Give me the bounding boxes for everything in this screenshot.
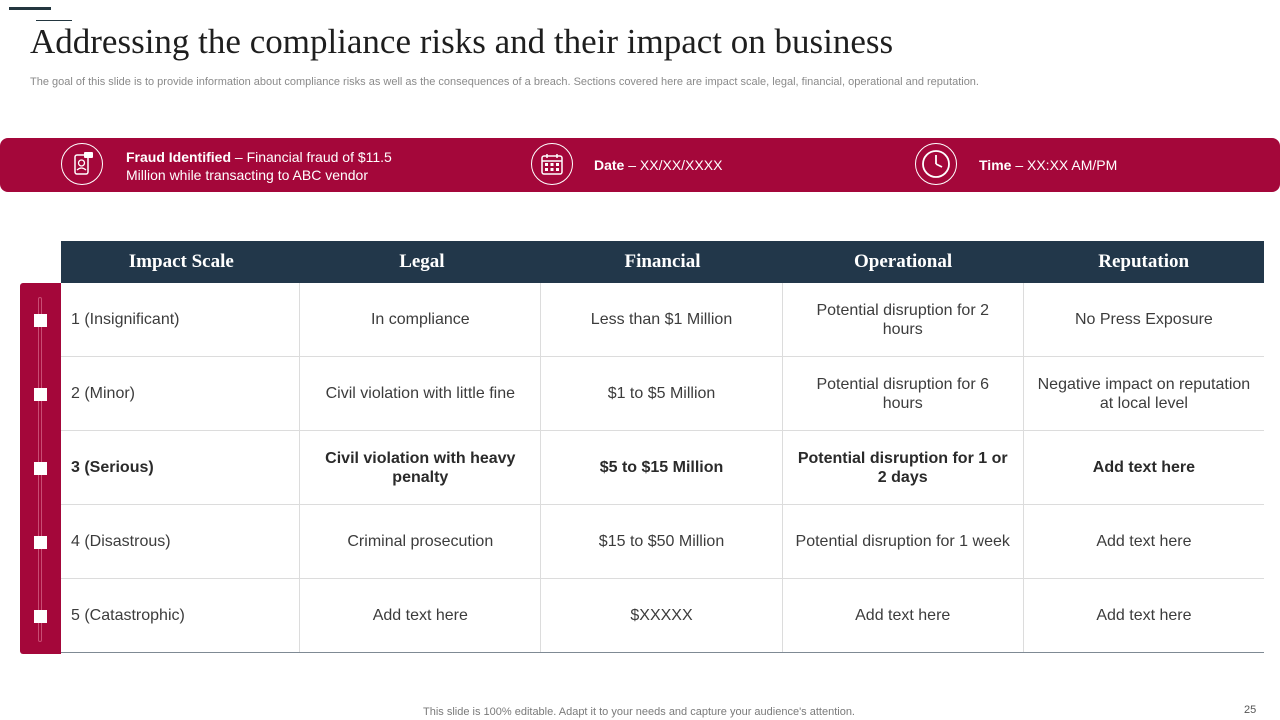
reputation-cell: Add text here	[1092, 459, 1196, 476]
accent-line	[9, 7, 51, 10]
fraud-description: – Financial fraud of $11.5	[231, 149, 392, 165]
financial-cell: $15 to $50 Million	[541, 505, 783, 578]
reputation-cell: Add text here	[1096, 607, 1192, 624]
header-financial: Financial	[624, 251, 701, 272]
table-row: 2 (Minor) Civil violation with little fi…	[61, 357, 1264, 431]
financial-cell: $5 to $15 Million	[541, 431, 783, 504]
reputation-cell: Add text here	[1096, 533, 1192, 550]
scale-marker	[34, 536, 47, 549]
page-subtitle: The goal of this slide is to provide inf…	[30, 76, 979, 88]
date-label: Date	[594, 157, 625, 173]
scale-marker	[34, 388, 47, 401]
impact-scale-cell: 3 (Serious)	[61, 431, 301, 504]
time-value: – XX:XX AM/PM	[1011, 157, 1118, 173]
scale-marker	[34, 462, 47, 475]
reputation-cell: Negative impact on reputation at local l…	[1037, 375, 1251, 412]
financial-cell: $XXXXX	[541, 579, 783, 652]
operational-cell: Potential disruption for 1 week	[783, 505, 1024, 578]
table-row: 1 (Insignificant) In compliance Less tha…	[61, 283, 1264, 357]
footer-note: This slide is 100% editable. Adapt it to…	[423, 706, 855, 718]
reputation-cell: No Press Exposure	[1074, 311, 1213, 328]
time-info-text: Time – XX:XX AM/PM	[979, 156, 1117, 174]
operational-cell: Potential disruption for 1 or 2 days	[783, 431, 1024, 504]
fraud-label: Fraud Identified	[126, 149, 231, 165]
operational-cell: Potential disruption for 2 hours	[783, 283, 1024, 356]
calendar-icon	[531, 143, 573, 185]
clock-icon	[915, 143, 957, 185]
header-impact-scale: Impact Scale	[128, 251, 234, 272]
legal-cell: Civil violation with heavy penalty	[300, 431, 542, 504]
operational-cell: Add text here	[783, 579, 1024, 652]
page-number: 25	[1244, 704, 1257, 716]
date-info-text: Date – XX/XX/XXXX	[594, 156, 722, 174]
legal-cell: Add text here	[300, 579, 542, 652]
incident-info-bar: Fraud Identified – Financial fraud of $1…	[0, 138, 1280, 192]
fraud-info-text: Fraud Identified – Financial fraud of $1…	[126, 148, 392, 184]
fraud-phone-icon	[61, 143, 103, 185]
fraud-description-2: Million while transacting to ABC vendor	[126, 167, 369, 183]
operational-cell: Potential disruption for 6 hours	[783, 357, 1024, 430]
impact-scale-cell: 5 (Catastrophic)	[61, 579, 301, 652]
impact-scale-cell: 1 (Insignificant)	[61, 283, 301, 356]
scale-marker	[34, 610, 47, 623]
header-legal: Legal	[399, 251, 445, 272]
scale-marker	[34, 314, 47, 327]
date-value: – XX/XX/XXXX	[624, 157, 723, 173]
table-row-highlighted: 3 (Serious) Civil violation with heavy p…	[61, 431, 1264, 505]
impact-scale-cell: 2 (Minor)	[61, 357, 301, 430]
impact-table-body: 1 (Insignificant) In compliance Less tha…	[61, 283, 1264, 653]
impact-scale-sidebar	[20, 283, 61, 654]
legal-cell: Civil violation with little fine	[300, 357, 542, 430]
financial-cell: $1 to $5 Million	[541, 357, 783, 430]
header-reputation: Reputation	[1098, 251, 1190, 272]
time-label: Time	[979, 157, 1012, 173]
header-operational: Operational	[853, 251, 953, 272]
table-header: Impact Scale Legal Financial Operational…	[61, 241, 1264, 283]
legal-cell: In compliance	[300, 283, 542, 356]
page-title: Addressing the compliance risks and thei…	[30, 22, 894, 61]
financial-cell: Less than $1 Million	[541, 283, 783, 356]
legal-cell: Criminal prosecution	[300, 505, 542, 578]
impact-scale-cell: 4 (Disastrous)	[61, 505, 301, 578]
accent-line	[36, 20, 72, 21]
table-row: 4 (Disastrous) Criminal prosecution $15 …	[61, 505, 1264, 579]
table-row: 5 (Catastrophic) Add text here $XXXXX Ad…	[61, 579, 1264, 653]
